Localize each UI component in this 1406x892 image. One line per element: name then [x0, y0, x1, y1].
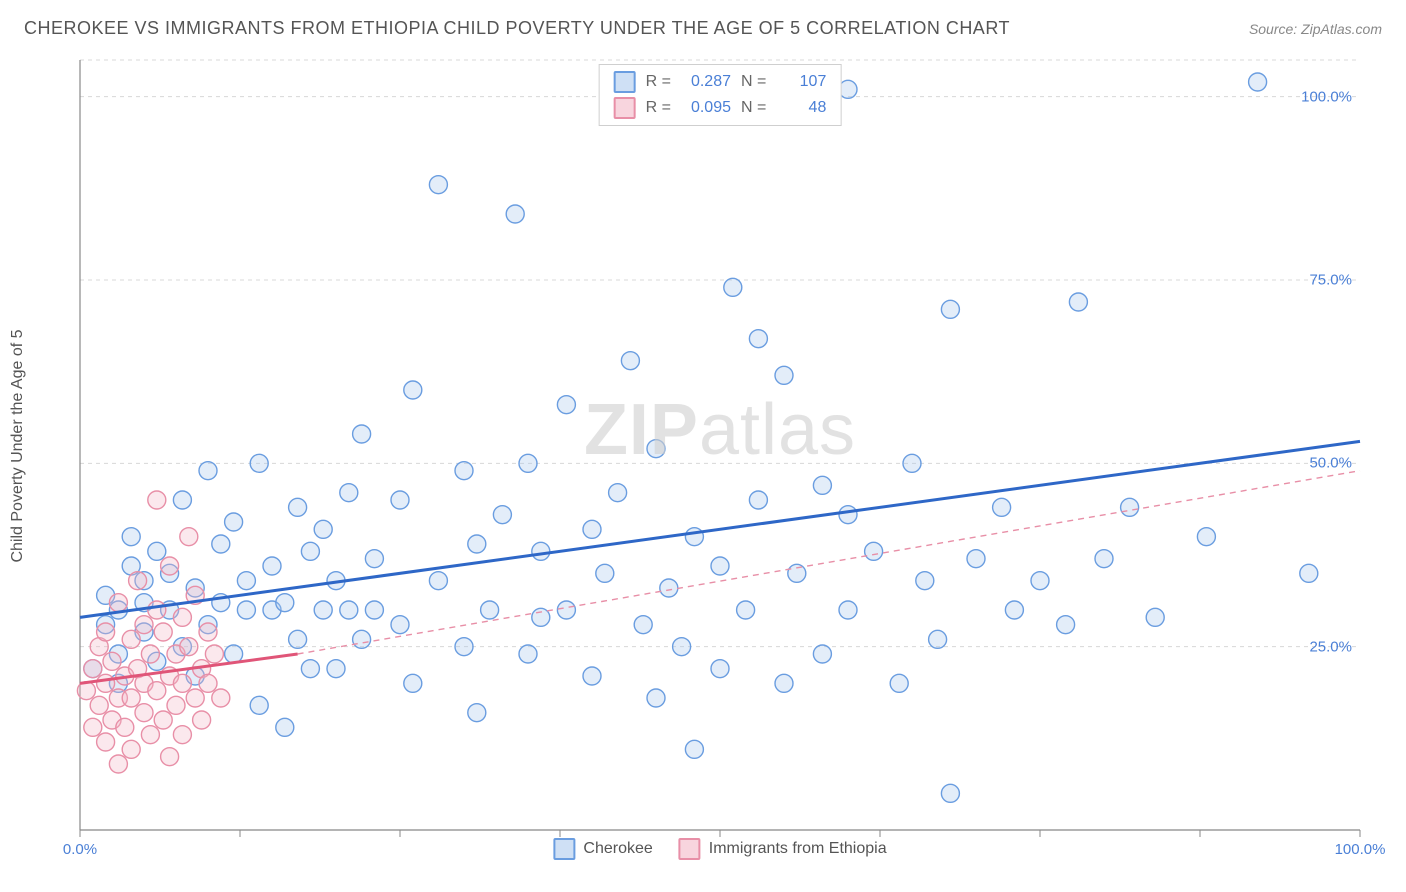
n-label: N =: [741, 73, 766, 91]
swatch-icon: [679, 838, 701, 860]
x-tick-label: 0.0%: [63, 841, 97, 858]
chart-area: ZIPatlas R = 0.287 N = 107 R = 0.095 N =…: [60, 60, 1360, 830]
legend-row-ethiopia: R = 0.095 N = 48: [614, 95, 827, 121]
legend-item-ethiopia: Immigrants from Ethiopia: [679, 838, 887, 860]
y-tick-label: 75.0%: [1309, 272, 1352, 289]
swatch-icon: [614, 71, 636, 93]
y-tick-label: 50.0%: [1309, 455, 1352, 472]
r-value: 0.095: [681, 99, 731, 117]
series-legend: Cherokee Immigrants from Ethiopia: [553, 838, 886, 860]
x-tick-label: 100.0%: [1335, 841, 1386, 858]
n-label: N =: [741, 99, 766, 117]
r-label: R =: [646, 99, 671, 117]
n-value: 107: [776, 73, 826, 91]
legend-label: Immigrants from Ethiopia: [709, 840, 887, 858]
y-axis-label: Child Poverty Under the Age of 5: [9, 329, 27, 562]
title-bar: CHEROKEE VS IMMIGRANTS FROM ETHIOPIA CHI…: [24, 18, 1382, 39]
legend-label: Cherokee: [583, 840, 652, 858]
y-tick-label: 25.0%: [1309, 638, 1352, 655]
chart-title: CHEROKEE VS IMMIGRANTS FROM ETHIOPIA CHI…: [24, 18, 1010, 39]
legend-item-cherokee: Cherokee: [553, 838, 652, 860]
r-label: R =: [646, 73, 671, 91]
r-value: 0.287: [681, 73, 731, 91]
y-tick-label: 100.0%: [1301, 88, 1352, 105]
plot-svg: [80, 60, 1360, 830]
swatch-icon: [553, 838, 575, 860]
correlation-legend: R = 0.287 N = 107 R = 0.095 N = 48: [599, 64, 842, 126]
n-value: 48: [776, 99, 826, 117]
legend-row-cherokee: R = 0.287 N = 107: [614, 69, 827, 95]
swatch-icon: [614, 97, 636, 119]
scatter-plot: ZIPatlas R = 0.287 N = 107 R = 0.095 N =…: [80, 60, 1360, 830]
source-attribution: Source: ZipAtlas.com: [1249, 21, 1382, 37]
